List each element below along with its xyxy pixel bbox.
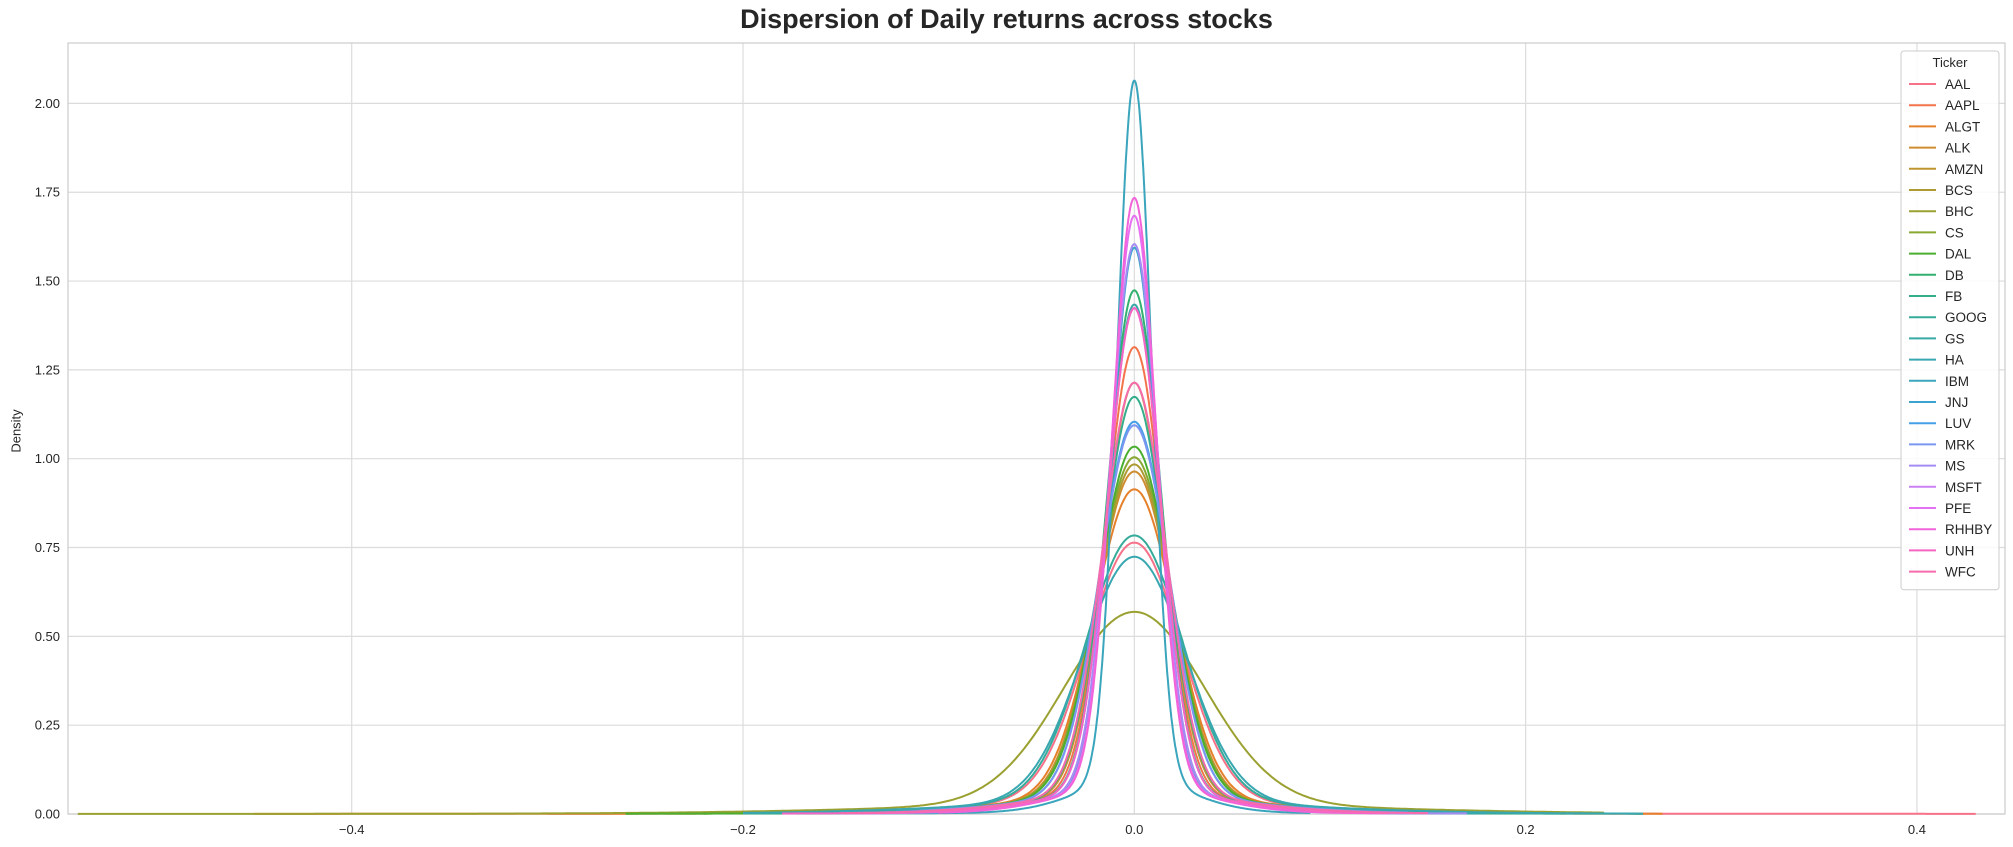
series-line-rhhby xyxy=(938,196,1389,815)
legend-label: PFE xyxy=(1945,501,1971,516)
legend-label: CS xyxy=(1945,225,1964,240)
chart-title: Dispersion of Daily returns across stock… xyxy=(740,4,1273,34)
legend-label: RHHBY xyxy=(1945,522,1992,537)
legend-label: MS xyxy=(1945,459,1965,474)
plot-frame xyxy=(67,42,2006,815)
legend-label: FB xyxy=(1945,289,1962,304)
series-line-ha xyxy=(743,555,1643,815)
legend-label: AAL xyxy=(1945,77,1971,92)
y-tick-label: 0.25 xyxy=(35,718,60,733)
series-line-bhc xyxy=(77,610,1604,815)
legend-label: BCS xyxy=(1945,183,1973,198)
legend-label: AAPL xyxy=(1945,98,1980,113)
legend-label: DB xyxy=(1945,268,1964,283)
series-line-wfc xyxy=(840,381,1428,815)
legend-label: BHC xyxy=(1945,204,1974,219)
legend-label: ALK xyxy=(1945,141,1971,156)
y-tick-label: 0.50 xyxy=(35,629,60,644)
legend-label: AMZN xyxy=(1945,162,1983,177)
y-tick-label: 1.25 xyxy=(35,362,60,377)
y-tick-label: 1.00 xyxy=(35,451,60,466)
y-tick-label: 0.00 xyxy=(35,807,60,822)
x-tick-label: 0.0 xyxy=(1125,822,1143,837)
legend-label: HA xyxy=(1945,353,1964,368)
legend-label: UNH xyxy=(1945,543,1974,558)
legend-label: MRK xyxy=(1945,437,1975,452)
legend-label: GOOG xyxy=(1945,310,1987,325)
x-tick-label: −0.4 xyxy=(339,822,365,837)
legend-box xyxy=(1900,50,2000,591)
legend-label: IBM xyxy=(1945,374,1969,389)
x-tick-label: 0.2 xyxy=(1517,822,1535,837)
legend-label: GS xyxy=(1945,331,1965,346)
legend-label: DAL xyxy=(1945,247,1972,262)
legend-label: JNJ xyxy=(1945,395,1968,410)
y-tick-label: 0.75 xyxy=(35,540,60,555)
legend-label: LUV xyxy=(1945,416,1971,431)
y-tick-label: 1.50 xyxy=(35,274,60,289)
x-tick-label: −0.2 xyxy=(730,822,756,837)
plot-area xyxy=(68,43,2005,814)
y-tick-label: 1.75 xyxy=(35,185,60,200)
legend-title: Ticker xyxy=(1933,55,1969,70)
x-tick-label: 0.4 xyxy=(1908,822,1926,837)
legend-label: WFC xyxy=(1945,565,1976,580)
legend-label: MSFT xyxy=(1945,480,1982,495)
legend-label: ALGT xyxy=(1945,119,1980,134)
y-tick-label: 2.00 xyxy=(35,96,60,111)
